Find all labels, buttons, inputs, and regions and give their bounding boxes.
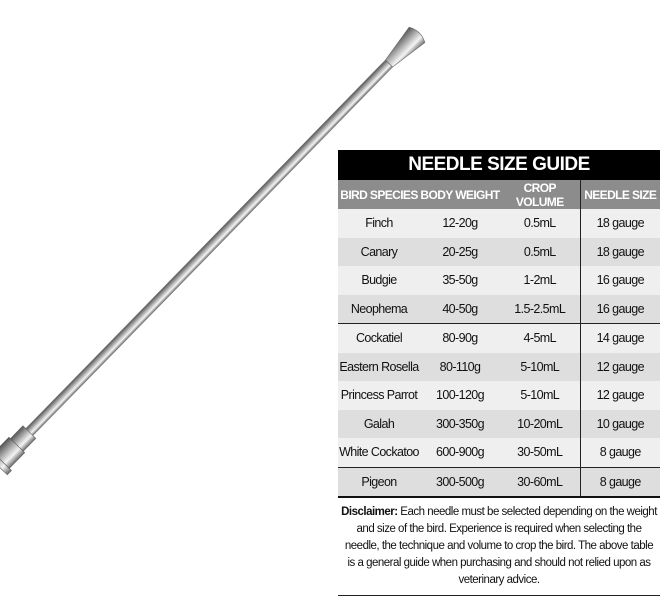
cell-bird-species: White Cockatoo (338, 438, 420, 468)
cell-bird-species: Eastern Rosella (338, 352, 420, 381)
cell-body-weight: 12-20g (420, 209, 500, 238)
cell-bird-species: Canary (338, 237, 420, 266)
cell-crop-volume: 1-2mL (500, 266, 580, 295)
cell-bird-species: Princess Parrot (338, 381, 420, 410)
cell-crop-volume: 5-10mL (500, 381, 580, 410)
table-header-row: BIRD SPECIES BODY WEIGHT CROP VOLUME NEE… (338, 180, 660, 209)
header-body-weight: BODY WEIGHT (420, 180, 500, 209)
cell-needle-size: 10 gauge (579, 409, 660, 438)
table-row: Galah 300-350g 10-20mL 10 gauge (338, 409, 660, 438)
cell-crop-volume: 30-60mL (500, 467, 580, 498)
cell-body-weight: 300-350g (420, 409, 500, 438)
cell-body-weight: 100-120g (420, 381, 500, 410)
cell-body-weight: 300-500g (420, 467, 500, 498)
cell-needle-size: 14 gauge (579, 323, 660, 353)
disclaimer-label: Disclaimer: (341, 506, 398, 518)
cell-body-weight: 80-110g (420, 352, 500, 381)
disclaimer-text: Each needle must be selected depending o… (344, 506, 658, 586)
cell-body-weight: 20-25g (420, 237, 500, 266)
table-row: Finch 12-20g 0.5mL 18 gauge (338, 209, 660, 238)
cell-crop-volume: 5-10mL (500, 352, 580, 381)
guide-title: NEEDLE SIZE GUIDE (338, 150, 660, 180)
cell-bird-species: Pigeon (338, 467, 420, 498)
header-needle-size: NEEDLE SIZE (579, 180, 660, 209)
header-bird-species: BIRD SPECIES (338, 180, 420, 209)
table-row: Neophema 40-50g 1.5-2.5mL 16 gauge (338, 294, 660, 324)
cell-body-weight: 600-900g (420, 438, 500, 468)
cell-crop-volume: 0.5mL (500, 209, 580, 238)
cell-needle-size: 18 gauge (579, 209, 660, 238)
cell-crop-volume: 0.5mL (500, 237, 580, 266)
cell-needle-size: 8 gauge (579, 438, 660, 468)
cell-bird-species: Cockatiel (338, 323, 420, 353)
table-row: Cockatiel 80-90g 4-5mL 14 gauge (338, 323, 660, 353)
cell-bird-species: Galah (338, 409, 420, 438)
cell-bird-species: Budgie (338, 266, 420, 295)
needle-size-guide: NEEDLE SIZE GUIDE BIRD SPECIES BODY WEIG… (338, 150, 660, 596)
cell-needle-size: 8 gauge (579, 467, 660, 498)
cell-crop-volume: 1.5-2.5mL (500, 294, 580, 324)
table-row: Princess Parrot 100-120g 5-10mL 12 gauge (338, 381, 660, 410)
cell-body-weight: 35-50g (420, 266, 500, 295)
header-crop-volume: CROP VOLUME (500, 180, 580, 209)
cell-crop-volume: 10-20mL (500, 409, 580, 438)
table-row: Eastern Rosella 80-110g 5-10mL 12 gauge (338, 352, 660, 381)
cell-needle-size: 12 gauge (579, 381, 660, 410)
table-row: Canary 20-25g 0.5mL 18 gauge (338, 237, 660, 266)
cell-needle-size: 18 gauge (579, 237, 660, 266)
cell-bird-species: Neophema (338, 294, 420, 324)
table-row: Pigeon 300-500g 30-60mL 8 gauge (338, 467, 660, 498)
disclaimer: Disclaimer: Each needle must be selected… (338, 498, 660, 596)
cell-needle-size: 16 gauge (579, 294, 660, 324)
cell-body-weight: 80-90g (420, 323, 500, 353)
cell-bird-species: Finch (338, 209, 420, 238)
cell-crop-volume: 30-50mL (500, 438, 580, 468)
cell-needle-size: 12 gauge (579, 352, 660, 381)
table-row: Budgie 35-50g 1-2mL 16 gauge (338, 266, 660, 295)
table-row: White Cockatoo 600-900g 30-50mL 8 gauge (338, 438, 660, 468)
cell-crop-volume: 4-5mL (500, 323, 580, 353)
cell-needle-size: 16 gauge (579, 266, 660, 295)
size-table: BIRD SPECIES BODY WEIGHT CROP VOLUME NEE… (338, 180, 660, 498)
cell-body-weight: 40-50g (420, 294, 500, 324)
